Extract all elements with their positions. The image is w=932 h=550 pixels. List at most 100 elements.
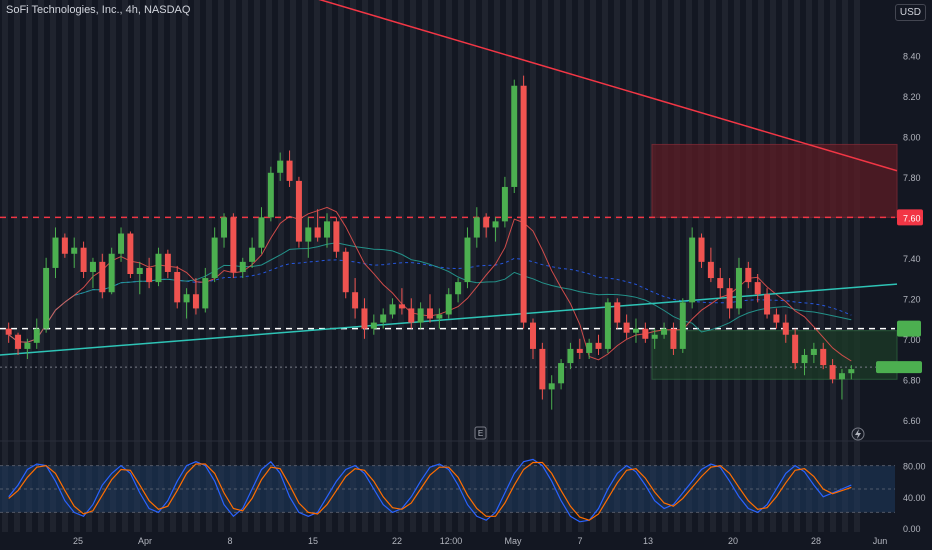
candle-body[interactable] [539,348,546,390]
candle-body[interactable] [89,261,96,272]
candle-body[interactable] [717,278,724,289]
candle-body[interactable] [548,383,555,390]
candle-body[interactable] [398,304,405,309]
candle-body[interactable] [352,292,359,309]
candle-body[interactable] [651,334,658,339]
candle-body[interactable] [230,217,237,272]
candle-body[interactable] [295,180,302,242]
candle-body[interactable] [576,348,583,353]
resistance-zone[interactable] [651,143,898,218]
candle-body[interactable] [455,282,462,295]
candle-body[interactable] [370,322,377,329]
currency-button[interactable]: USD [894,4,926,21]
ascending-trendline[interactable] [0,283,898,356]
candle-body[interactable] [773,314,780,323]
candle-body[interactable] [164,253,171,272]
candle-body[interactable] [277,160,284,173]
candle-body[interactable] [492,221,499,228]
candle-body[interactable] [127,233,134,274]
candle-body[interactable] [333,221,340,252]
time-axis[interactable]: 25 Apr 8 15 22 12:00 May 7 13 20 28 Jun [73,536,887,546]
candle-body[interactable] [745,267,752,283]
candle-body[interactable] [211,237,218,279]
candle-body[interactable] [464,237,471,283]
candle-body[interactable] [604,302,611,349]
candle-body[interactable] [342,251,349,293]
candle-body[interactable] [754,282,761,295]
candle-body[interactable] [118,233,125,254]
candle-body[interactable] [595,342,602,349]
candle-body[interactable] [445,294,452,315]
candle-body[interactable] [286,160,293,181]
candle-body[interactable] [642,328,649,339]
candle-body[interactable] [202,278,209,309]
candle-body[interactable] [436,314,443,319]
descending-trendline[interactable] [180,0,898,172]
candle-body[interactable] [623,322,630,333]
candle-body[interactable] [221,217,228,238]
event-markers[interactable]: E [474,426,865,441]
candle-body[interactable] [24,342,31,349]
candle-body[interactable] [820,348,827,366]
candle-body[interactable] [698,237,705,262]
candle-body[interactable] [267,172,274,218]
candle-body[interactable] [483,217,490,228]
candle-body[interactable] [380,314,387,323]
candle-body[interactable] [324,221,331,238]
candle-body[interactable] [258,217,265,248]
candle-body[interactable] [632,328,639,333]
candle-body[interactable] [792,334,799,364]
candle-body[interactable] [501,186,508,222]
candle-body[interactable] [670,328,677,349]
candle-body[interactable] [707,261,714,279]
candle-body[interactable] [305,227,312,242]
support-zone[interactable] [651,330,898,380]
candle-body[interactable] [249,247,256,262]
candle-body[interactable] [427,308,433,319]
candle-body[interactable] [567,348,574,364]
candlestick-series[interactable] [5,75,855,410]
candle-body[interactable] [136,267,143,274]
candle-body[interactable] [389,304,396,315]
candle-body[interactable] [80,247,87,272]
candle-body[interactable] [108,253,115,293]
price-axis[interactable]: 8.40 8.20 8.00 7.80 7.60 7.40 7.20 7.00 6.80 6.60 [876,51,923,426]
candle-body[interactable] [99,261,106,293]
candle-body[interactable] [183,294,190,303]
candle-body[interactable] [5,328,12,335]
candle-body[interactable] [520,85,527,323]
candle-body[interactable] [782,322,789,335]
price-marker-green[interactable] [897,320,921,337]
current-price-marker[interactable] [876,361,922,374]
candle-body[interactable] [764,294,771,315]
candle-body[interactable] [314,227,321,238]
candle-body[interactable] [71,247,78,254]
candle-body[interactable] [829,365,836,380]
candle-body[interactable] [586,342,593,353]
candle-body[interactable] [661,328,668,335]
candle-body[interactable] [679,302,686,349]
candle-body[interactable] [155,253,162,283]
candle-body[interactable] [361,308,368,329]
candle-body[interactable] [15,334,22,349]
candle-body[interactable] [61,237,68,254]
candle-body[interactable] [239,261,246,272]
candle-body[interactable] [408,308,415,323]
candle-body[interactable] [52,237,59,268]
candle-body[interactable] [810,348,817,355]
stochastic-panel[interactable]: 80.00 40.00 0.00 [0,440,932,534]
candle-body[interactable] [726,288,733,309]
candle-body[interactable] [43,267,50,329]
candle-body[interactable] [614,302,621,323]
candle-body[interactable] [174,271,181,303]
candle-body[interactable] [417,308,424,323]
candle-body[interactable] [838,373,845,380]
lightning-icon[interactable] [851,427,865,441]
candle-body[interactable] [689,237,696,303]
candle-body[interactable] [558,363,565,384]
candle-body[interactable] [33,328,40,343]
candle-body[interactable] [801,354,808,364]
candle-body[interactable] [848,369,855,374]
earnings-icon[interactable] [474,426,487,440]
